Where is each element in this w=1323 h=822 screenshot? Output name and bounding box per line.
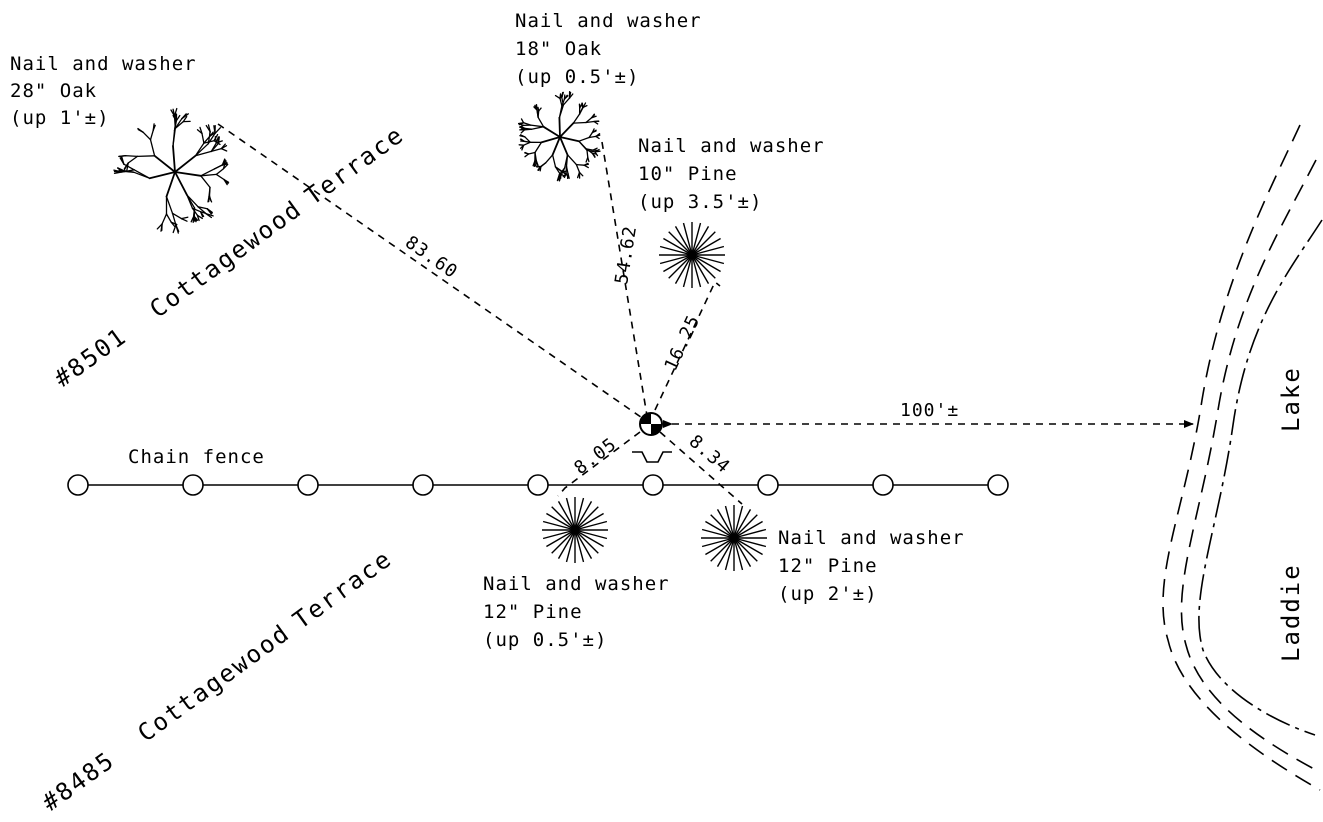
chain-fence (68, 475, 1008, 495)
street-lower-name: Cottagewood (133, 618, 296, 747)
distance-label-lake: 100'± (900, 400, 959, 421)
fence-label: Chain fence (128, 446, 265, 468)
tree-label-line1: Nail and washer (10, 53, 197, 75)
fence-post (643, 475, 663, 495)
fence-post (413, 475, 433, 495)
tree-label-line1: Nail and washer (483, 573, 670, 595)
distance-label-pine10: 16.25 (660, 312, 704, 375)
tree-label-line2: 12" Pine (778, 555, 878, 577)
fence-post (183, 475, 203, 495)
control-point-icon (640, 413, 662, 435)
fence-post (298, 475, 318, 495)
fence-post (988, 475, 1008, 495)
tree-label-line3: (up 1'±) (10, 107, 110, 129)
tree-label-line3: (up 0.5'±) (483, 629, 607, 651)
lake-name-word1: Lake (1277, 366, 1305, 432)
fence-post (528, 475, 548, 495)
oak-tree-icon (519, 92, 600, 181)
tree-label-line3: (up 3.5'±) (638, 191, 762, 213)
tree-label-line3: (up 2'±) (778, 583, 878, 605)
lake-shoreline (1163, 125, 1322, 790)
pine-tree-icon (659, 222, 725, 288)
fence-post (758, 475, 778, 495)
tree-label-line2: 18" Oak (515, 38, 602, 60)
fence-post (873, 475, 893, 495)
street-lower-suffix: Terrace (288, 544, 398, 634)
tree-label-line2: 12" Pine (483, 601, 583, 623)
ditch-symbol (632, 452, 672, 462)
tie-line-oak28 (218, 124, 648, 422)
tree-label-line1: Nail and washer (638, 135, 825, 157)
fence-post (68, 475, 88, 495)
tree-label-line2: 28" Oak (10, 80, 97, 102)
street-upper-suffix: Terrace (300, 120, 410, 210)
street-upper-name: Cottagewood (145, 194, 308, 323)
distance-label-oak18: 54.62 (611, 224, 641, 286)
pine-tree-icon (701, 505, 767, 571)
oak-tree-icon (114, 109, 229, 234)
street-label-lower: #8485 Cottagewood Terrace (37, 544, 397, 817)
pine-tree-icon (542, 497, 608, 563)
lake-name-word2: Laddie (1277, 563, 1305, 662)
distance-label-pine12b: 8.34 (685, 431, 735, 478)
tree-label-line3: (up 0.5'±) (515, 66, 639, 88)
street-upper-number: #8501 (49, 322, 132, 393)
street-label-upper: #8501 Cottagewood Terrace (49, 120, 409, 393)
tree-label-line2: 10" Pine (638, 163, 738, 185)
distance-label-pine12a: 8.05 (570, 434, 620, 479)
tree-label-line1: Nail and washer (515, 10, 702, 32)
tree-label-line1: Nail and washer (778, 527, 965, 549)
street-lower-number: #8485 (37, 746, 120, 817)
